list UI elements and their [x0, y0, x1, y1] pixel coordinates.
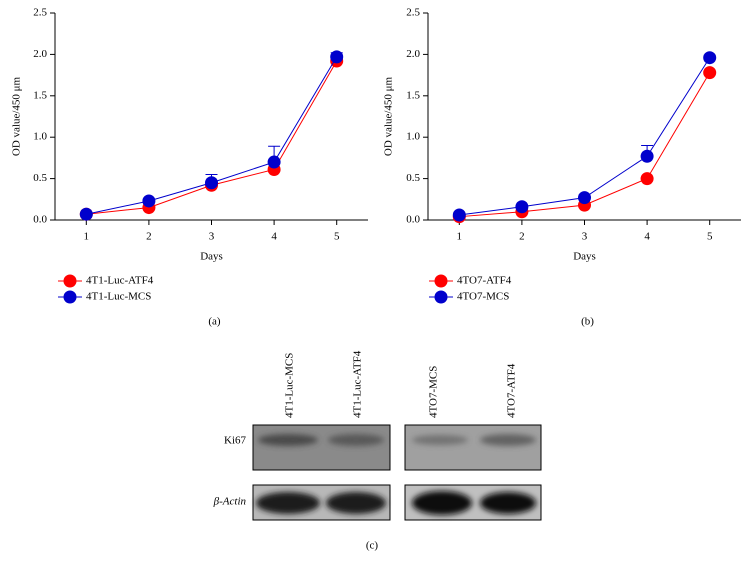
band	[412, 491, 472, 515]
x-axis-label: Days	[573, 251, 596, 263]
y-tick-label: 1.0	[33, 131, 47, 143]
x-tick-label: 2	[146, 231, 152, 243]
lane-label: 4TO7-MCS	[428, 366, 440, 418]
y-tick-label: 2.0	[406, 48, 420, 60]
band	[256, 492, 320, 514]
y-tick-label: 0.0	[33, 214, 47, 226]
legend-marker	[63, 290, 77, 304]
legend-marker	[434, 274, 448, 288]
blot-panel: 4T1-Luc-MCS 4T1-Luc-ATF4 4TO7-MCS 4TO7-A…	[213, 350, 542, 552]
y-axis-label: OD value/450 μm	[11, 76, 23, 156]
y-tick-label: 1.0	[406, 131, 420, 143]
legend-label: 4TO7-ATF4	[457, 275, 512, 287]
panel-label: (b)	[581, 316, 594, 328]
data-point	[205, 176, 218, 190]
legend-label: 4T1-Luc-MCS	[86, 291, 151, 303]
band	[480, 492, 536, 514]
lane-label: 4T1-Luc-ATF4	[352, 350, 364, 418]
y-tick-label: 0.5	[33, 172, 47, 184]
y-tick-label: 0.5	[406, 172, 420, 184]
data-point	[267, 155, 281, 169]
x-tick-label: 2	[519, 231, 525, 243]
y-tick-label: 2.5	[406, 7, 420, 19]
band	[258, 434, 318, 446]
lane-label: 4TO7-ATF4	[506, 363, 518, 418]
panel-label: (c)	[366, 540, 379, 552]
data-point	[703, 66, 717, 80]
y-tick-label: 1.5	[406, 89, 420, 101]
data-point	[640, 172, 654, 186]
x-tick-label: 4	[644, 231, 650, 243]
y-tick-label: 1.5	[33, 89, 47, 101]
data-point	[515, 200, 529, 214]
y-tick-label: 2.5	[33, 7, 47, 19]
band	[412, 435, 468, 445]
band	[328, 434, 384, 446]
data-point	[452, 208, 466, 222]
blot-box	[404, 424, 542, 471]
data-point	[330, 50, 344, 64]
panel-label: (a)	[208, 316, 221, 328]
blot-box	[252, 424, 391, 471]
legend-label: 4T1-Luc-ATF4	[86, 275, 154, 287]
data-point	[79, 207, 93, 221]
legend-marker	[434, 290, 448, 304]
legend-marker	[63, 274, 77, 288]
data-point	[142, 194, 156, 208]
x-axis-label: Days	[200, 251, 223, 263]
legend-label: 4TO7-MCS	[457, 291, 509, 303]
row-label: β-Actin	[213, 496, 247, 508]
x-tick-label: 1	[457, 231, 463, 243]
x-tick-label: 4	[271, 231, 277, 243]
data-point	[640, 149, 654, 163]
lane-label: 4T1-Luc-MCS	[284, 353, 296, 418]
x-tick-label: 5	[707, 231, 713, 243]
row-label: Ki67	[224, 435, 247, 447]
data-point	[703, 51, 717, 65]
x-tick-label: 5	[334, 231, 340, 243]
x-tick-label: 3	[582, 231, 588, 243]
x-tick-label: 3	[209, 231, 215, 243]
x-tick-label: 1	[84, 231, 90, 243]
y-tick-label: 2.0	[33, 48, 47, 60]
data-point	[578, 191, 591, 205]
band	[326, 492, 386, 514]
y-axis-label: OD value/450 μm	[383, 76, 395, 156]
band	[480, 434, 536, 446]
y-tick-label: 0.0	[406, 214, 420, 226]
